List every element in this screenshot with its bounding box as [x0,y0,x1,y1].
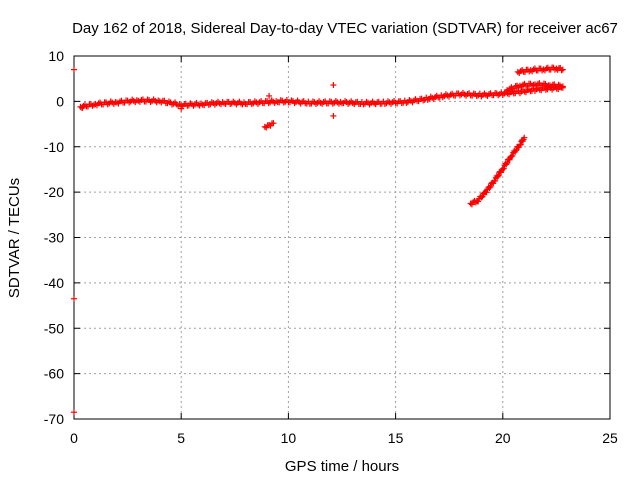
outlier-point [79,104,86,111]
data-point [500,165,507,172]
y-tick-label: -20 [44,184,64,200]
y-tick-label: -70 [44,411,64,427]
data-point [495,172,502,179]
data-point [492,177,499,184]
data-point [508,84,515,91]
data-point [475,198,482,205]
y-tick-label: -50 [44,320,64,336]
x-tick-label: 0 [70,430,78,446]
outlier-point [330,82,337,89]
data-point [521,134,528,141]
y-tick-label: 0 [56,93,64,109]
data-point [513,147,520,154]
outlier-point [266,92,273,99]
data-point [494,173,501,180]
data-point [558,67,565,74]
data-point [478,194,485,201]
x-tick-label: 10 [281,430,297,446]
x-tick-label: 25 [602,430,618,446]
data-point [270,120,277,127]
data-point [559,83,566,90]
x-axis-label: GPS time / hours [285,458,399,475]
outlier-point [71,66,77,73]
outlier-point [178,105,185,112]
data-point [483,189,490,196]
data-points [71,64,566,416]
outlier-point [71,295,77,302]
y-tick-label: -40 [44,275,64,291]
x-tick-label: 20 [495,430,511,446]
outlier-point [330,112,337,119]
grid [74,56,610,419]
x-tick-label: 5 [177,430,185,446]
data-point [517,141,524,148]
y-axis-label: SDTVAR / TECUs [6,178,23,298]
data-point [509,152,516,159]
data-point [504,160,511,167]
data-point [486,184,493,191]
data-point [479,193,486,200]
y-axis: 10 0 -10 -20 -30 -40 -50 -60 -70 [44,48,610,427]
y-tick-label: -60 [44,366,64,382]
y-tick-label: -10 [44,139,64,155]
chart-title: Day 162 of 2018, Sidereal Day-to-day VTE… [72,20,618,37]
data-point [487,183,494,190]
x-axis: 0 5 10 15 20 25 [70,56,618,446]
y-tick-label: 10 [48,48,64,64]
data-point [559,66,566,73]
x-tick-label: 15 [388,430,404,446]
y-tick-label: -30 [44,230,64,246]
outlier-point [71,409,77,416]
